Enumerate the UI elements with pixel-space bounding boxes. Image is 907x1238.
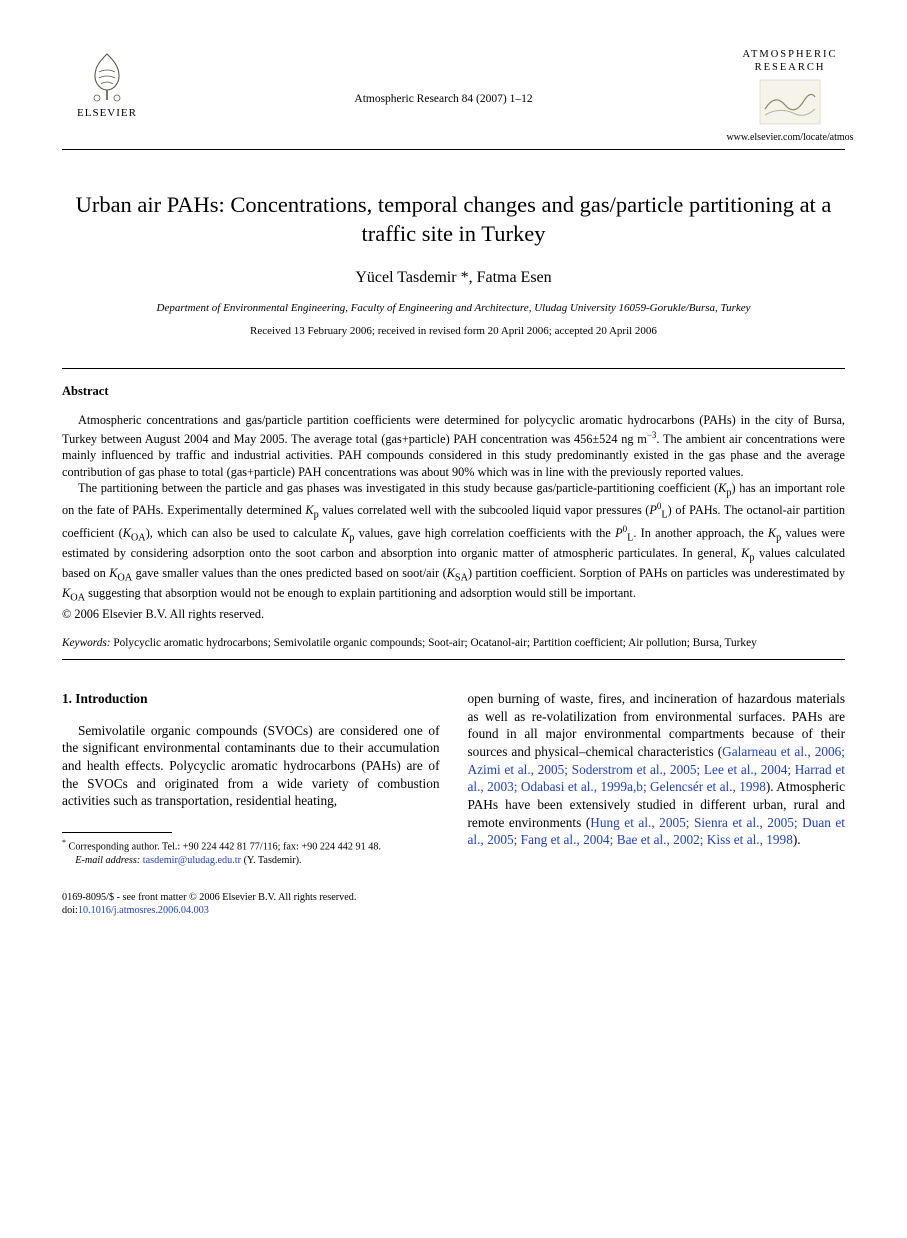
authors: Yücel Tasdemir *, Fatma Esen	[62, 267, 845, 289]
journal-title-l2: RESEARCH	[755, 61, 826, 74]
journal-url: www.elsevier.com/locate/atmos	[726, 131, 853, 145]
footnote-rule	[62, 832, 172, 833]
abstract-copyright: © 2006 Elsevier B.V. All rights reserved…	[62, 606, 845, 623]
intro-left-p: Semivolatile organic compounds (SVOCs) a…	[62, 722, 440, 810]
author-names: Yücel Tasdemir *, Fatma Esen	[355, 269, 551, 286]
right-column: open burning of waste, fires, and incine…	[468, 690, 846, 867]
affiliation: Department of Environmental Engineering,…	[62, 301, 845, 316]
corresponding-footnote: * Corresponding author. Tel.: +90 224 44…	[62, 838, 440, 854]
left-column: 1. Introduction Semivolatile organic com…	[62, 690, 440, 867]
doi-line: doi:10.1016/j.atmosres.2006.04.003	[62, 904, 845, 917]
article-title: Urban air PAHs: Concentrations, temporal…	[62, 190, 845, 249]
journal-title-l1: ATMOSPHERIC	[743, 48, 838, 61]
page-header: ELSEVIER Atmospheric Research 84 (2007) …	[62, 48, 845, 145]
intro-heading: 1. Introduction	[62, 690, 440, 708]
abstract-bottom-rule	[62, 659, 845, 660]
elsevier-tree-icon	[79, 48, 135, 104]
header-rule	[62, 149, 845, 150]
abstract-p2: The partitioning between the particle an…	[62, 480, 845, 605]
article-dates: Received 13 February 2006; received in r…	[62, 324, 845, 339]
publisher-logo: ELSEVIER	[62, 48, 152, 121]
doi-block: 0169-8095/$ - see front matter © 2006 El…	[62, 891, 845, 918]
journal-title-box: ATMOSPHERIC RESEARCH www.elsevier.com/lo…	[735, 48, 845, 145]
email-footnote: E-mail address: tasdemir@uludag.edu.tr (…	[62, 854, 440, 867]
body-columns: 1. Introduction Semivolatile organic com…	[62, 690, 845, 867]
journal-reference: Atmospheric Research 84 (2007) 1–12	[152, 48, 735, 108]
doi-link[interactable]: 10.1016/j.atmosres.2006.04.003	[78, 905, 209, 916]
abstract-heading: Abstract	[62, 383, 845, 400]
abstract-body: Atmospheric concentrations and gas/parti…	[62, 412, 845, 605]
keywords-label: Keywords:	[62, 637, 111, 649]
abstract-p1: Atmospheric concentrations and gas/parti…	[62, 412, 845, 480]
front-matter-line: 0169-8095/$ - see front matter © 2006 El…	[62, 891, 845, 904]
keywords: Keywords: Polycyclic aromatic hydrocarbo…	[62, 636, 845, 651]
intro-right-p: open burning of waste, fires, and incine…	[468, 690, 846, 849]
abstract-top-rule	[62, 368, 845, 369]
email-link[interactable]: tasdemir@uludag.edu.tr	[143, 855, 241, 866]
journal-cover-icon	[759, 79, 821, 125]
keywords-text: Polycyclic aromatic hydrocarbons; Semivo…	[111, 637, 757, 649]
publisher-name: ELSEVIER	[77, 106, 137, 121]
